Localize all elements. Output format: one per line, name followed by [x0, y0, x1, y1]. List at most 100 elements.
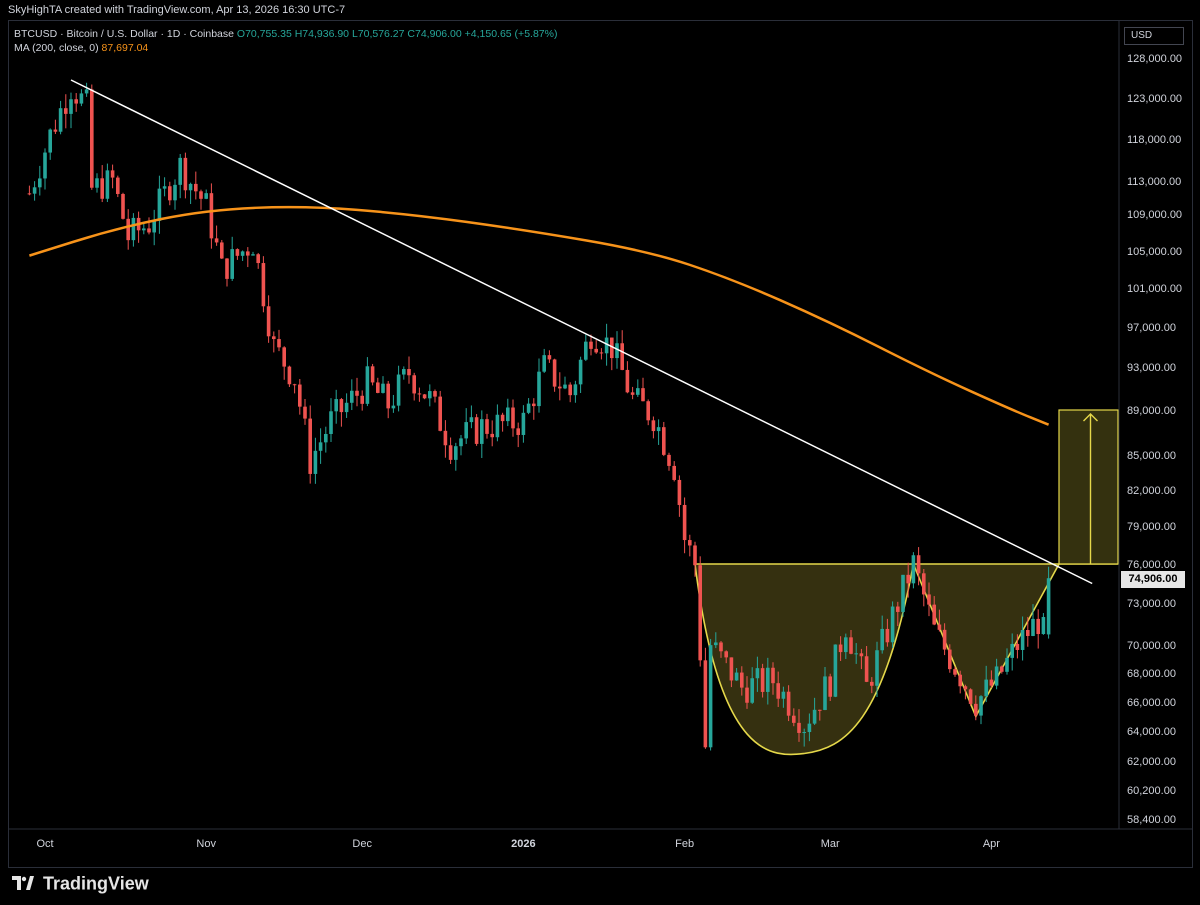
candle-body	[823, 676, 827, 710]
y-tick-label: 93,000.00	[1127, 362, 1176, 374]
candle-body	[214, 238, 219, 243]
candle-body	[334, 399, 338, 412]
ma-value: 87,697.04	[101, 42, 149, 54]
cup-fill	[695, 564, 914, 755]
top-caption-bar: SkyHighTA created with TradingView.com, …	[0, 0, 1200, 20]
candle-body	[656, 427, 661, 432]
candle-body	[552, 359, 557, 387]
candle-body	[407, 369, 411, 376]
candle-body	[370, 366, 375, 383]
candle-body	[963, 686, 968, 690]
candle-body	[355, 390, 359, 396]
candle-body	[906, 574, 910, 584]
candle-body	[469, 417, 474, 423]
candle-body	[573, 384, 578, 396]
y-tick-label: 76,000.00	[1127, 559, 1176, 571]
tradingview-logo[interactable]: TradingView	[12, 871, 149, 893]
candle-body	[578, 359, 583, 385]
candle-body	[667, 454, 671, 466]
candle-body	[594, 348, 598, 353]
candle-body	[506, 407, 510, 422]
candle-body	[932, 604, 936, 625]
candle-body	[474, 417, 479, 444]
close-value: C74,906.00	[407, 28, 462, 40]
candle-body	[703, 660, 708, 748]
candle-body	[615, 343, 619, 359]
candle-body	[812, 709, 817, 724]
candle-body	[521, 412, 526, 435]
candle-body	[90, 89, 94, 188]
candle-body	[277, 339, 281, 348]
candle-body	[438, 396, 442, 431]
candle-body	[173, 184, 177, 201]
candle-body	[537, 371, 541, 407]
currency-button[interactable]: USD	[1124, 27, 1184, 45]
candle-body	[261, 263, 266, 307]
candle-body	[880, 628, 884, 651]
candle-body	[209, 193, 214, 239]
candle-body	[875, 650, 879, 686]
y-tick-label: 66,000.00	[1127, 697, 1176, 709]
candle-body	[1020, 630, 1025, 650]
candle-body	[495, 414, 500, 438]
y-tick-label: 79,000.00	[1127, 521, 1176, 533]
candle-body	[771, 667, 775, 684]
candle-body	[854, 653, 858, 655]
candle-body	[818, 709, 822, 711]
candle-body	[745, 687, 749, 703]
y-tick-label: 101,000.00	[1127, 283, 1182, 295]
caption-text: SkyHighTA created with TradingView.com, …	[8, 4, 346, 16]
candle-body	[828, 676, 832, 697]
candle-body	[833, 644, 838, 697]
candle-body	[188, 183, 193, 191]
candle-body	[589, 341, 593, 349]
candle-body	[1036, 618, 1040, 635]
candle-body	[532, 403, 536, 407]
candle-body	[298, 384, 302, 407]
candle-body	[693, 545, 697, 566]
candle-body	[781, 691, 786, 699]
candle-body	[953, 669, 957, 675]
candle-body	[688, 540, 692, 546]
candle-body	[381, 383, 385, 393]
candle-body	[547, 355, 552, 360]
change-value: +4,150.65 (+5.87%)	[464, 28, 558, 40]
candle-body	[204, 193, 208, 199]
x-tick-label: Apr	[983, 838, 1000, 850]
y-tick-label: 68,000.00	[1127, 668, 1176, 680]
candle-body	[225, 258, 229, 279]
candle-body	[922, 573, 926, 595]
candle-body	[558, 386, 562, 389]
candle-body	[1010, 643, 1014, 658]
y-tick-label: 85,000.00	[1127, 450, 1176, 462]
candle-body	[682, 504, 687, 541]
candle-body	[1015, 643, 1020, 650]
candle-body	[760, 668, 765, 692]
symbol-legend[interactable]: BTCUSD · Bitcoin / U.S. Dollar · 1D · Co…	[14, 28, 557, 40]
candle-body	[303, 406, 307, 419]
cup-outline	[694, 563, 915, 756]
tradingview-logo-icon	[12, 876, 34, 891]
candle-body	[324, 433, 328, 443]
candle-body	[183, 157, 188, 191]
ma-legend[interactable]: MA (200, close, 0) 87,697.04	[14, 42, 148, 54]
x-tick-label: Dec	[352, 838, 372, 850]
candle-body	[162, 186, 167, 189]
candle-body	[64, 108, 68, 114]
candle-body	[916, 555, 921, 574]
candle-body	[240, 251, 245, 256]
candle-body	[48, 129, 52, 153]
candle-body	[937, 624, 942, 630]
candle-body	[890, 606, 895, 643]
candle-body	[152, 220, 156, 233]
candle-body	[360, 395, 364, 404]
candle-body	[1031, 618, 1035, 636]
candles	[27, 82, 1051, 751]
candle-body	[485, 419, 489, 434]
candle-body	[734, 672, 739, 681]
candle-body	[896, 606, 900, 612]
candle-body	[443, 430, 448, 446]
candle-body	[516, 428, 520, 435]
x-tick-label: Oct	[36, 838, 53, 850]
